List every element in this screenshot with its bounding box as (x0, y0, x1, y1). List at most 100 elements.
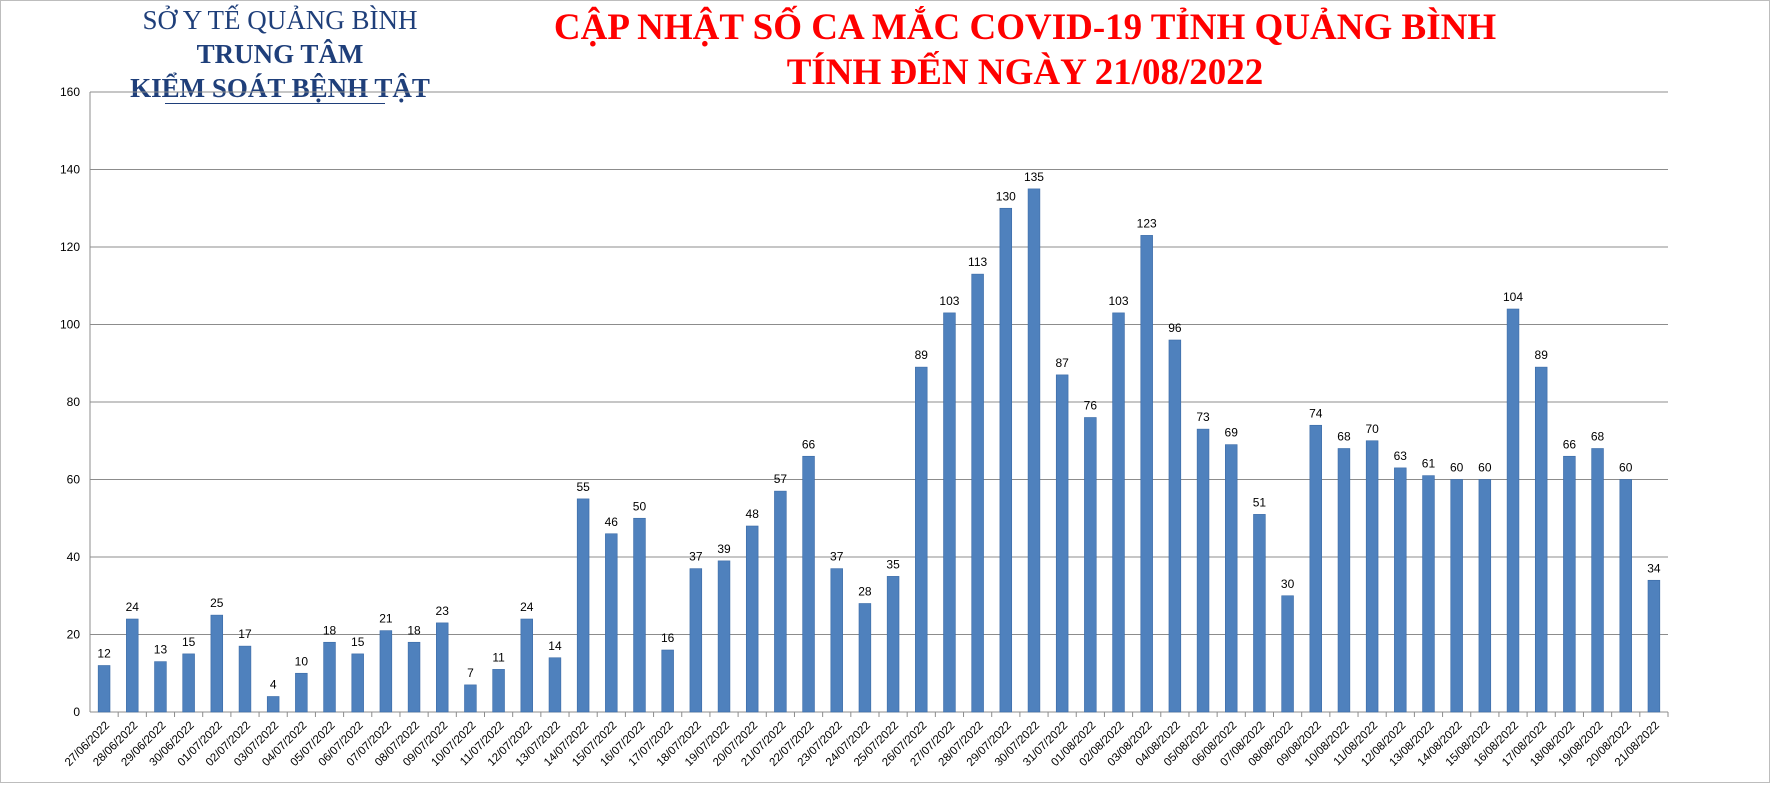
data-label: 69 (1225, 426, 1239, 440)
bar (126, 618, 139, 713)
bar (1253, 514, 1266, 713)
bar (802, 455, 815, 713)
bar (830, 568, 843, 713)
data-label: 25 (210, 596, 224, 610)
bar (633, 517, 646, 713)
bar (182, 653, 195, 713)
bar (295, 672, 308, 713)
y-tick-label: 20 (67, 628, 81, 642)
data-label: 130 (996, 189, 1016, 203)
data-label: 55 (576, 480, 590, 494)
data-label: 15 (351, 635, 365, 649)
data-label: 14 (548, 639, 562, 653)
bar (351, 653, 364, 713)
bar (492, 669, 505, 713)
y-tick-label: 60 (67, 473, 81, 487)
bar (238, 645, 252, 713)
data-label: 123 (1137, 216, 1157, 230)
data-label: 24 (520, 600, 534, 614)
org-name: SỞ Y TẾ QUẢNG BÌNH (142, 5, 418, 35)
data-label: 63 (1394, 449, 1408, 463)
bar (436, 622, 449, 713)
bar (323, 641, 336, 713)
bar (774, 490, 787, 713)
bar (915, 366, 928, 713)
bar (1506, 308, 1520, 713)
data-label: 39 (717, 542, 731, 556)
data-label: 61 (1422, 457, 1436, 471)
data-label: 57 (774, 472, 788, 486)
bar (266, 696, 280, 713)
data-label: 24 (126, 600, 140, 614)
bar (971, 273, 984, 713)
data-label: 73 (1196, 410, 1210, 424)
bar (1281, 595, 1294, 713)
data-label: 34 (1647, 561, 1661, 575)
bar (1337, 448, 1351, 713)
bar (1647, 579, 1661, 713)
bar (379, 630, 393, 713)
bar (745, 525, 759, 713)
data-label: 17 (238, 627, 252, 641)
data-label: 16 (661, 631, 675, 645)
bar (858, 603, 872, 713)
bar (1534, 366, 1548, 713)
chart-subtitle: TÍNH ĐẾN NGÀY 21/08/2022 (786, 52, 1264, 93)
data-label: 74 (1309, 406, 1323, 420)
data-label: 135 (1024, 170, 1044, 184)
data-label: 60 (1478, 461, 1492, 475)
data-label: 103 (939, 294, 959, 308)
chart-title: CẬP NHẬT SỐ CA MẮC COVID-19 TỈNH QUẢNG B… (553, 7, 1497, 48)
data-label: 12 (97, 647, 111, 661)
bar (1309, 424, 1322, 713)
bar (407, 641, 421, 713)
bar (154, 661, 167, 713)
data-label: 70 (1365, 422, 1379, 436)
y-tick-label: 140 (60, 163, 80, 177)
data-label: 50 (633, 499, 647, 513)
bar (1394, 467, 1407, 713)
org-unit-line2: KIỂM SOÁT BỆNH TẬT (130, 73, 430, 103)
data-label: 4 (270, 678, 277, 692)
bar (1168, 339, 1182, 713)
bar (576, 498, 590, 713)
data-label: 51 (1253, 495, 1267, 509)
bar (1422, 475, 1435, 713)
bar (1619, 479, 1632, 713)
data-label: 18 (407, 623, 421, 637)
data-label: 37 (830, 550, 844, 564)
bar (689, 568, 703, 713)
data-label: 46 (605, 515, 619, 529)
y-tick-label: 80 (67, 395, 81, 409)
data-label: 21 (379, 612, 393, 626)
data-label: 113 (968, 255, 987, 269)
bar (548, 657, 562, 713)
data-label: 76 (1084, 399, 1098, 413)
org-unit-line1: TRUNG TÂM (196, 39, 364, 69)
bar (1450, 479, 1463, 713)
y-tick-label: 0 (73, 705, 80, 719)
data-label: 89 (1535, 348, 1549, 362)
bar (886, 576, 900, 713)
data-label: 103 (1109, 294, 1129, 308)
data-label: 96 (1168, 321, 1182, 335)
data-label: 68 (1337, 430, 1351, 444)
data-label: 60 (1450, 461, 1464, 475)
data-label: 89 (915, 348, 929, 362)
bar (1112, 312, 1125, 713)
y-tick-label: 40 (67, 550, 81, 564)
data-label: 66 (802, 437, 816, 451)
bar (1365, 440, 1379, 713)
data-label: 11 (492, 650, 505, 664)
data-label: 7 (467, 666, 474, 680)
bar (1225, 444, 1238, 713)
bar (1055, 374, 1069, 713)
bar (97, 665, 111, 713)
bar (943, 312, 956, 713)
data-label: 35 (886, 557, 900, 571)
bar (520, 618, 533, 713)
org-underline (165, 103, 385, 104)
data-label: 23 (436, 604, 450, 618)
data-label: 10 (295, 654, 309, 668)
